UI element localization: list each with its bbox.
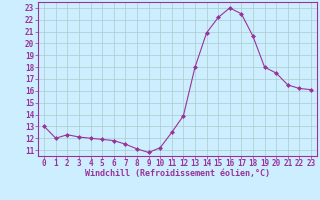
X-axis label: Windchill (Refroidissement éolien,°C): Windchill (Refroidissement éolien,°C) xyxy=(85,169,270,178)
